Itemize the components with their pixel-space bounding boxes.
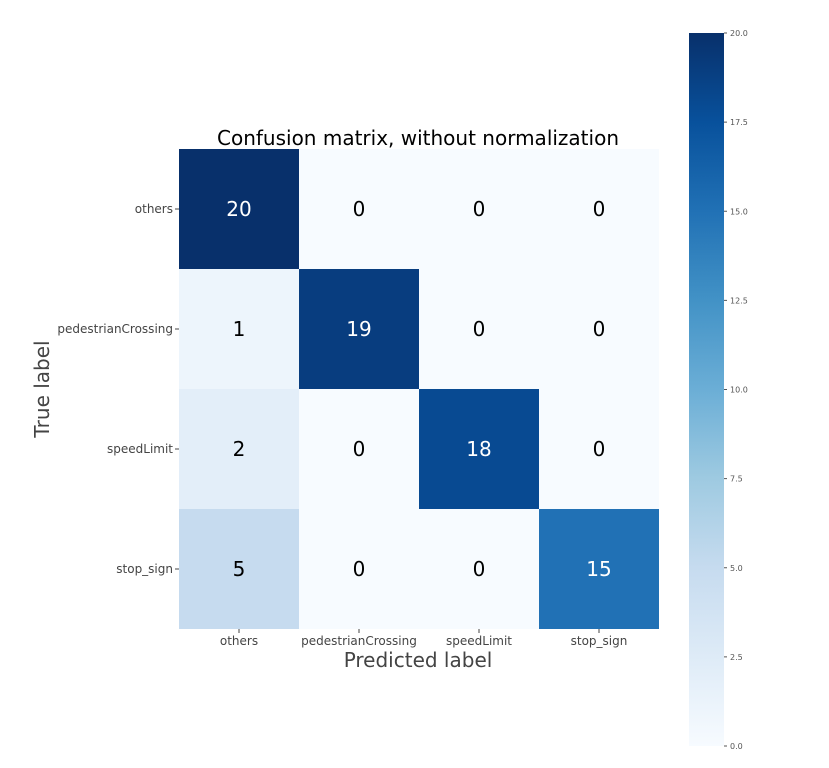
- x-axis-ticks: others pedestrianCrossing speedLimit stop_s…: [220, 629, 627, 648]
- colorbar-tick-label: 15.0: [730, 207, 748, 216]
- cell-value-label: 0: [353, 197, 366, 221]
- y-tick-label: stop_sign: [116, 562, 173, 576]
- heatmap-cell: [299, 149, 419, 269]
- y-tick-label: speedLimit: [107, 442, 173, 456]
- x-axis-label: Predicted label: [344, 648, 493, 672]
- colorbar-tick-label: 2.5: [730, 653, 743, 662]
- heatmap-cell: [179, 389, 299, 509]
- cell-value-label: 0: [473, 197, 486, 221]
- heatmap-cell: [179, 509, 299, 629]
- heatmap-cell: [539, 149, 659, 269]
- cell-value-label: 0: [353, 437, 366, 461]
- cell-value-label: 18: [466, 437, 491, 461]
- x-tick-label: stop_sign: [571, 634, 628, 648]
- colorbar-tick-label: 10.0: [730, 386, 748, 395]
- heatmap-cell: [419, 389, 539, 509]
- cell-value-label: 19: [346, 317, 371, 341]
- heatmap-cell: [539, 509, 659, 629]
- cell-value-label: 2: [233, 437, 246, 461]
- cell-value-label: 0: [473, 557, 486, 581]
- heatmap-cell: [179, 269, 299, 389]
- cell-value-label: 15: [586, 557, 611, 581]
- colorbar-tick-label: 0.0: [730, 742, 743, 751]
- heatmap-cell: [539, 389, 659, 509]
- heatmap-cell: [179, 149, 299, 269]
- cell-value-label: 0: [593, 317, 606, 341]
- colorbar-tick-label: 12.5: [730, 296, 748, 305]
- cell-value-label: 0: [473, 317, 486, 341]
- cell-value-label: 20: [226, 197, 251, 221]
- cell-value-label: 0: [593, 197, 606, 221]
- heatmap-cell: [539, 269, 659, 389]
- heatmap-cell: [299, 509, 419, 629]
- cell-value-label: 1: [233, 317, 246, 341]
- heatmap-cell: [419, 269, 539, 389]
- x-tick-label: pedestrianCrossing: [301, 634, 417, 648]
- chart-title: Confusion matrix, without normalization: [217, 126, 619, 150]
- x-tick-label: speedLimit: [446, 634, 512, 648]
- y-axis-ticks: others pedestrianCrossing speedLimit stop_s…: [57, 202, 179, 576]
- heatmap-cells: [179, 149, 659, 629]
- colorbar-ticks: 0.0 2.5 5.0 7.5 10.0 12.5 15.0 17.5 20.0: [724, 29, 748, 751]
- heatmap-cell: [299, 389, 419, 509]
- y-tick-label: pedestrianCrossing: [57, 322, 173, 336]
- y-axis-label: True label: [30, 340, 54, 438]
- colorbar-tick-label: 7.5: [730, 475, 743, 484]
- heatmap-cell: [419, 509, 539, 629]
- y-tick-label: others: [135, 202, 173, 216]
- heatmap-cell: [419, 149, 539, 269]
- colorbar-tick-label: 20.0: [730, 29, 748, 38]
- heatmap-cell-labels: 20 0 0 01 19 0 02 0 18 05 0 0 15: [226, 197, 611, 581]
- cell-value-label: 0: [353, 557, 366, 581]
- cell-value-label: 5: [233, 557, 246, 581]
- colorbar-tick-label: 5.0: [730, 564, 743, 573]
- heatmap-cell: [299, 269, 419, 389]
- colorbar-tick-label: 17.5: [730, 118, 748, 127]
- colorbar: [689, 33, 724, 746]
- cell-value-label: 0: [593, 437, 606, 461]
- x-tick-label: others: [220, 634, 258, 648]
